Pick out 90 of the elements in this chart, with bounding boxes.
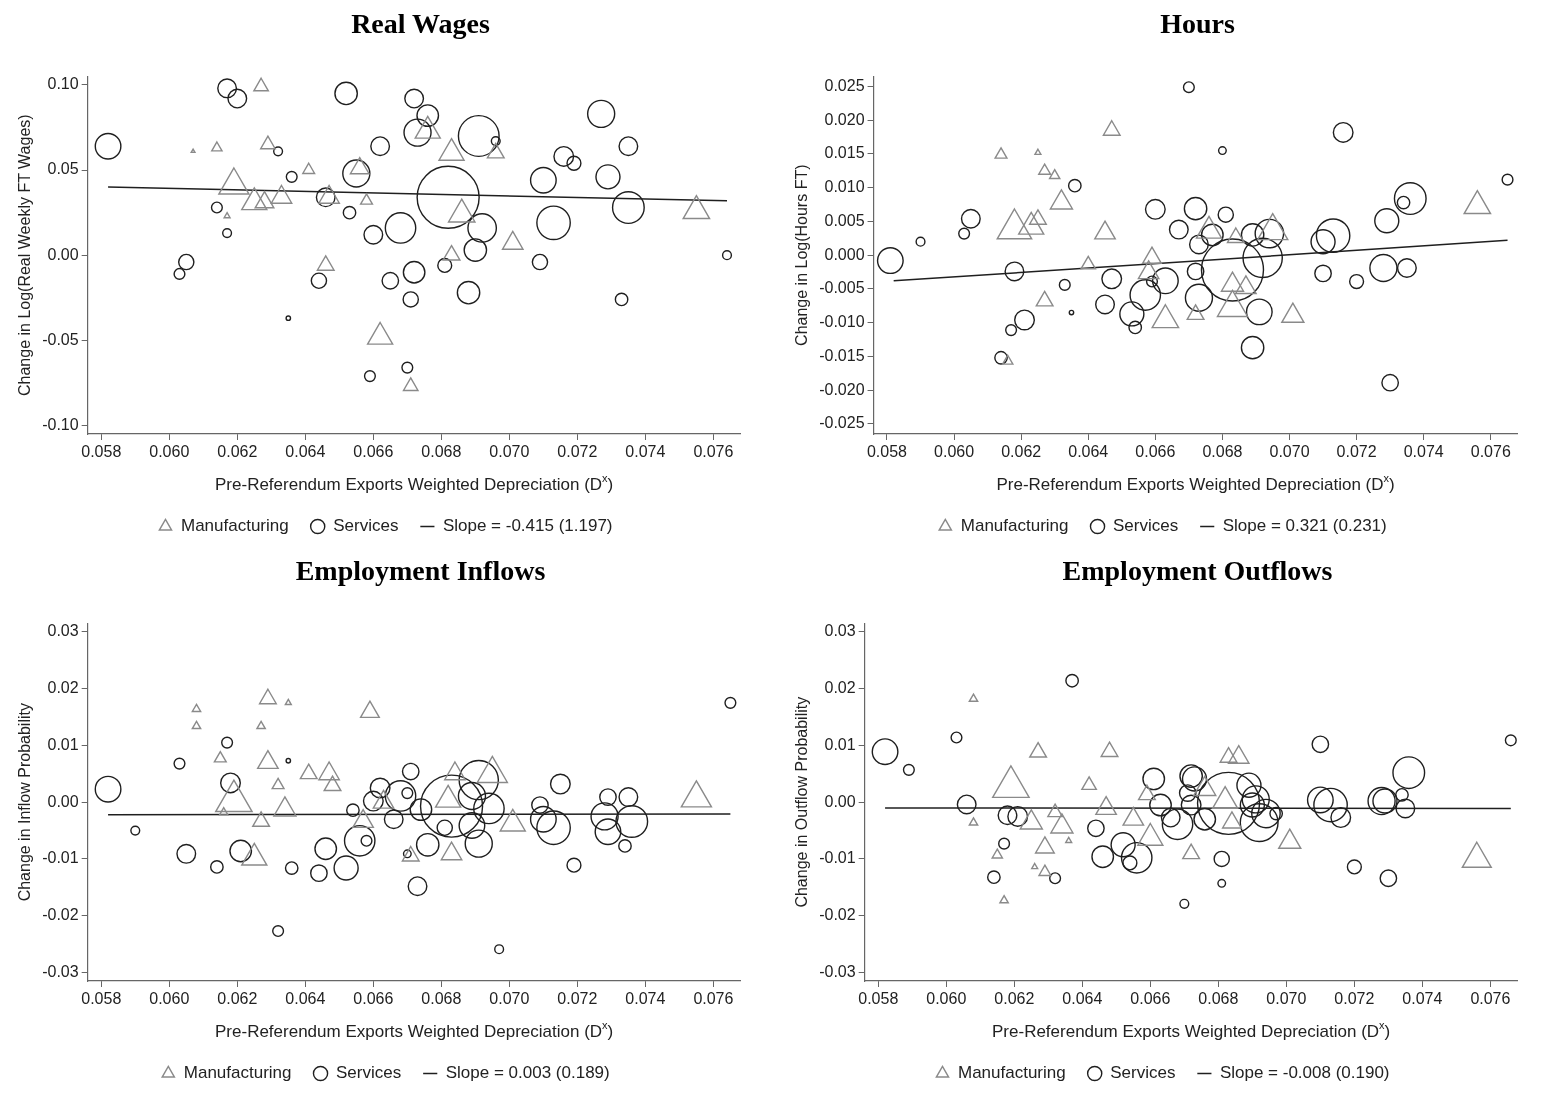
x-tick-label: 0.076: [693, 443, 734, 461]
y-tick-label: 0.03: [824, 622, 856, 640]
chart-title: Real Wages: [350, 8, 491, 41]
x-tick-label: 0.060: [934, 443, 975, 461]
x-tick-label: 0.076: [693, 990, 734, 1008]
chart-title: Employment Outflows: [1061, 555, 1334, 588]
x-tick-label: 0.064: [285, 443, 326, 461]
legend-label: Slope = 0.003 (0.189): [445, 1063, 610, 1083]
x-tick-label: 0.070: [1269, 443, 1310, 461]
x-tick-label: 0.076: [1470, 443, 1511, 461]
x-tick-label: 0.062: [217, 443, 258, 461]
x-tick-label: 0.074: [1403, 443, 1444, 461]
chart-title: Hours: [1159, 8, 1236, 41]
x-tick-label: 0.066: [1130, 990, 1171, 1008]
y-tick-label: 0.00: [47, 245, 79, 263]
y-tick-label: -0.010: [819, 313, 865, 331]
y-tick-label: -0.015: [819, 346, 865, 364]
y-tick-label: -0.02: [819, 906, 856, 924]
y-tick-label: 0.025: [824, 76, 865, 94]
y-tick-label: -0.005: [819, 279, 865, 297]
x-tick-label: 0.064: [1062, 990, 1103, 1008]
legend-label: Services: [1110, 1063, 1176, 1083]
x-tick-label: 0.058: [81, 990, 122, 1008]
x-tick-label: 0.072: [1334, 990, 1375, 1008]
y-tick-label: 0.020: [824, 110, 865, 128]
y-tick-label: 0.02: [824, 679, 856, 697]
y-tick-label: -0.01: [819, 849, 856, 867]
x-tick-label: 0.062: [994, 990, 1035, 1008]
x-tick-label: 0.062: [1001, 443, 1042, 461]
legend-label: Slope = -0.008 (0.190): [1219, 1063, 1390, 1083]
legend-label: Manufacturing: [960, 516, 1069, 536]
x-tick-label: 0.066: [1135, 443, 1176, 461]
y-tick-label: -0.03: [42, 962, 79, 980]
y-tick-label: 0.05: [47, 160, 79, 178]
x-tick-label: 0.070: [489, 443, 530, 461]
x-tick-label: 0.068: [421, 443, 462, 461]
x-tick-label: 0.072: [1336, 443, 1377, 461]
y-axis-title: Change in Inflow Probability: [16, 703, 34, 902]
y-tick-label: -0.02: [42, 906, 79, 924]
y-tick-label: 0.03: [47, 622, 79, 640]
y-tick-label: -0.03: [819, 962, 856, 980]
x-tick-label: 0.068: [421, 990, 462, 1008]
x-tick-label: 0.062: [217, 990, 258, 1008]
y-tick-label: 0.01: [824, 735, 856, 753]
y-tick-label: 0.015: [824, 144, 865, 162]
y-tick-label: 0.01: [47, 735, 79, 753]
x-tick-label: 0.058: [866, 443, 908, 461]
x-tick-label: 0.068: [1202, 443, 1243, 461]
x-tick-label: 0.060: [149, 443, 190, 461]
x-tick-label: 0.058: [81, 443, 122, 461]
legend-label: Slope = -0.415 (1.197): [442, 516, 613, 536]
x-tick-label: 0.064: [285, 990, 326, 1008]
x-tick-label: 0.058: [858, 990, 899, 1008]
x-tick-label: 0.060: [926, 990, 967, 1008]
y-tick-label: -0.025: [819, 414, 865, 432]
legend-label: Services: [336, 1063, 402, 1083]
legend-label: Manufacturing: [957, 1063, 1066, 1083]
y-tick-label: 0.005: [824, 211, 865, 229]
y-tick-label: 0.02: [47, 679, 79, 697]
y-axis-title: Change in Log(Real Weekly FT Wages): [16, 114, 34, 396]
x-tick-label: 0.060: [149, 990, 190, 1008]
x-tick-label: 0.072: [557, 990, 598, 1008]
legend-label: Manufacturing: [180, 516, 289, 536]
x-tick-label: 0.068: [1198, 990, 1239, 1008]
x-tick-label: 0.070: [489, 990, 530, 1008]
x-tick-label: 0.074: [1402, 990, 1443, 1008]
x-tick-label: 0.076: [1470, 990, 1511, 1008]
legend-label: Services: [333, 516, 399, 536]
y-tick-label: 0.10: [47, 75, 79, 93]
x-tick-label: 0.074: [625, 990, 666, 1008]
y-tick-label: -0.01: [42, 849, 79, 867]
x-tick-label: 0.066: [353, 443, 394, 461]
chart-title: Employment Inflows: [294, 555, 547, 588]
x-tick-label: 0.064: [1068, 443, 1109, 461]
y-tick-label: 0.010: [824, 178, 865, 196]
legend-label: Services: [1113, 516, 1179, 536]
y-tick-label: -0.10: [42, 415, 79, 433]
y-axis-title: Change in Outflow Probability: [793, 696, 811, 908]
x-tick-label: 0.070: [1266, 990, 1307, 1008]
legend-label: Slope = 0.321 (0.231): [1222, 516, 1387, 536]
x-tick-label: 0.074: [625, 443, 666, 461]
y-tick-label: 0.000: [824, 245, 865, 263]
legend-label: Manufacturing: [183, 1063, 292, 1083]
y-tick-label: 0.00: [47, 792, 79, 810]
x-tick-label: 0.072: [557, 443, 598, 461]
x-tick-label: 0.066: [353, 990, 394, 1008]
y-tick-label: -0.020: [819, 380, 865, 398]
y-tick-label: 0.00: [824, 792, 856, 810]
y-tick-label: -0.05: [42, 330, 79, 348]
y-axis-title: Change in Log(Hours FT): [793, 164, 811, 346]
